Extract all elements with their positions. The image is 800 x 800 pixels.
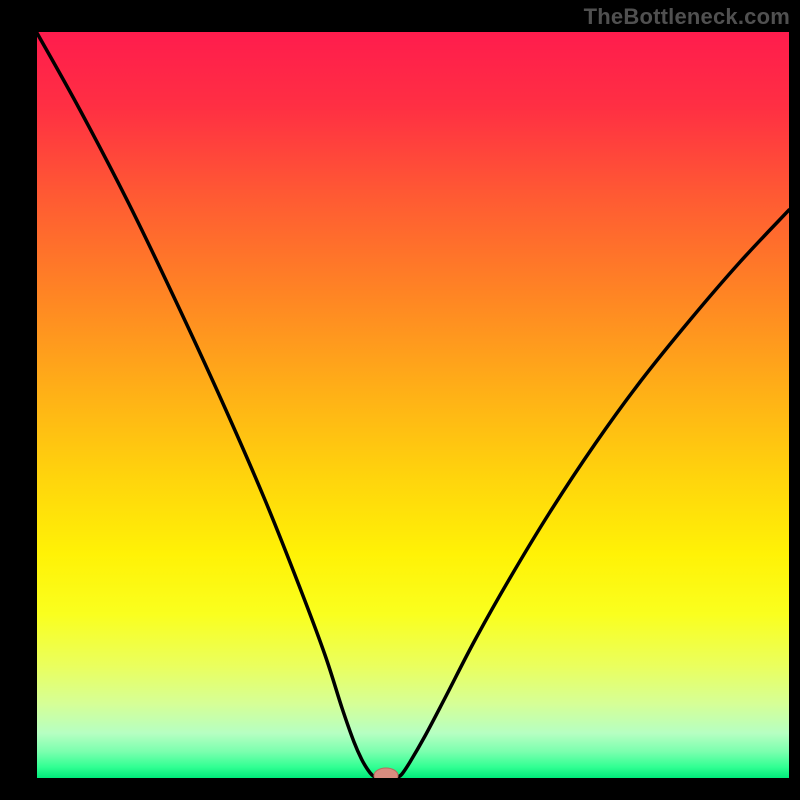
chart-container: TheBottleneck.com bbox=[0, 0, 800, 800]
bottleneck-chart bbox=[0, 0, 800, 800]
watermark-text: TheBottleneck.com bbox=[584, 4, 790, 30]
optimum-marker bbox=[374, 768, 398, 783]
plot-area bbox=[37, 32, 789, 778]
